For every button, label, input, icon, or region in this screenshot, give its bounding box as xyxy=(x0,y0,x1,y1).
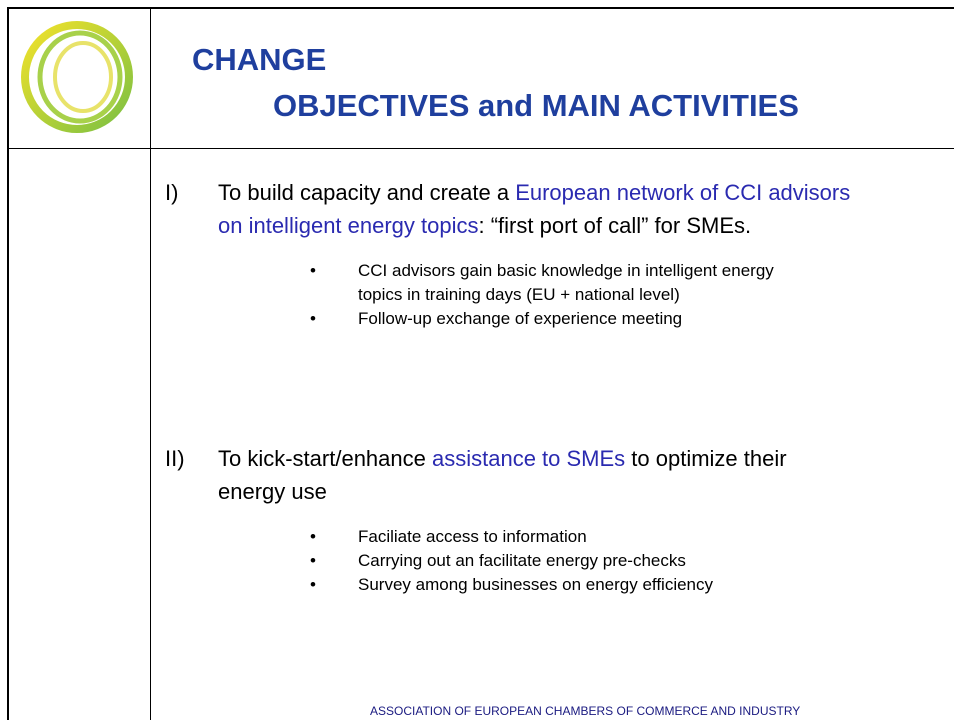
item-text: To build capacity and create a European … xyxy=(218,176,858,242)
footer: ASSOCIATION OF EUROPEAN CHAMBERS OF COMM… xyxy=(370,704,801,718)
text: To kick-start/enhance xyxy=(218,446,432,471)
highlight-text: assistance to SMEs xyxy=(431,446,626,471)
item-marker: I) xyxy=(165,180,179,205)
title-line: OBJECTIVES and MAIN ACTIVITIES xyxy=(273,88,799,123)
left-border xyxy=(7,7,9,720)
bullet-list: CCI advisors gain basic knowledge in int… xyxy=(310,259,820,331)
list-item: II) To kick-start/enhance assistance to S… xyxy=(165,442,855,597)
highlight-text: European network of CCI advisors on inte… xyxy=(218,180,851,238)
divider-vertical xyxy=(150,7,151,720)
bullet: Survey among businesses on energy effici… xyxy=(310,573,820,597)
bullet: Carrying out an facilitate energy pre-ch… xyxy=(310,549,820,573)
item-marker: II) xyxy=(165,446,185,471)
bullet: Follow-up exchange of experience meeting xyxy=(310,307,820,331)
title-line: CHANGE xyxy=(192,42,327,77)
bullet: CCI advisors gain basic knowledge in int… xyxy=(310,259,820,307)
logo xyxy=(21,21,133,133)
divider-horizontal xyxy=(7,148,954,149)
text: to optimize their energy use xyxy=(218,446,787,504)
list-item: I) To build capacity and create a Europea… xyxy=(165,176,855,331)
bullet: Faciliate access to information xyxy=(310,525,820,549)
bullet-list: Faciliate access to informationCarrying … xyxy=(310,525,820,597)
text: To build capacity and create a xyxy=(218,180,516,205)
text: : “first port of call” for SMEs. xyxy=(478,213,752,238)
item-text: To kick-start/enhance assistance to SMEs… xyxy=(218,442,858,508)
top-border xyxy=(7,7,954,9)
